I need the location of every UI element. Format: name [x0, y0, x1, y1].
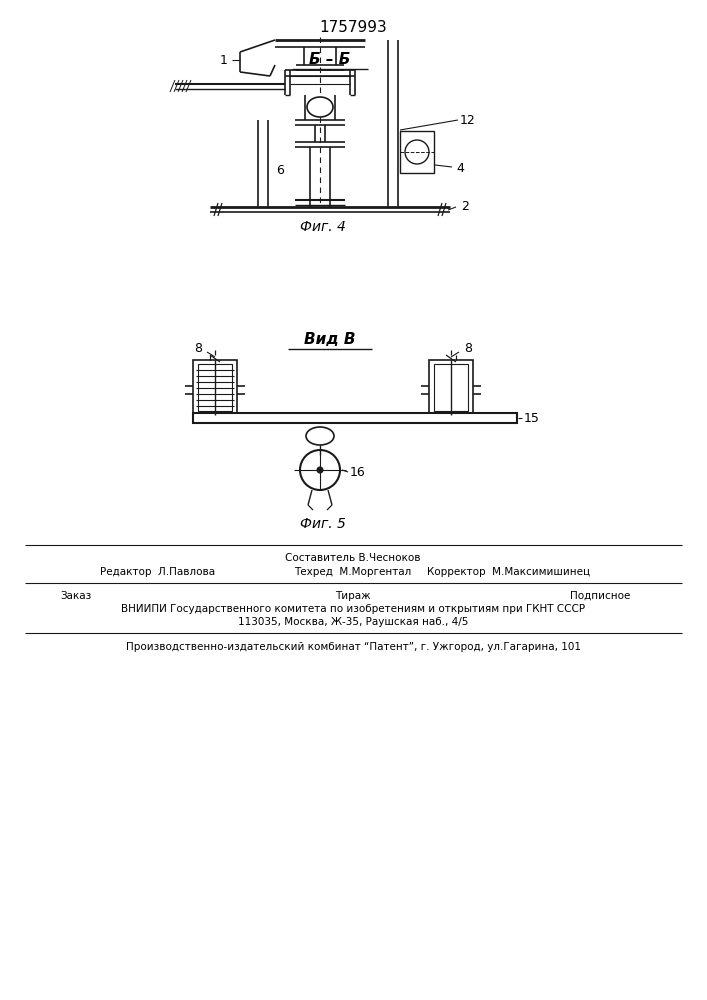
Circle shape — [317, 434, 322, 438]
Bar — [400, 131, 434, 173]
Bar — [193, 413, 517, 423]
Ellipse shape — [306, 427, 334, 445]
Text: Вид В: Вид В — [304, 332, 356, 348]
Text: 4: 4 — [456, 161, 464, 174]
Text: 1: 1 — [220, 53, 228, 66]
Ellipse shape — [307, 97, 333, 117]
Text: 1757993: 1757993 — [319, 20, 387, 35]
Text: 8: 8 — [194, 342, 202, 355]
Text: Тираж: Тираж — [335, 591, 370, 601]
Text: Редактор  Л.Павлова: Редактор Л.Павлова — [100, 567, 215, 577]
Bar — [434, 364, 468, 411]
Text: 8: 8 — [464, 342, 472, 355]
Text: Производственно-издательский комбинат “Патент”, г. Ужгород, ул.Гагарина, 101: Производственно-издательский комбинат “П… — [126, 642, 580, 652]
Text: Фиг. 4: Фиг. 4 — [300, 220, 346, 234]
Bar — [429, 360, 473, 415]
Text: Корректор  М.Максимишинец: Корректор М.Максимишинец — [427, 567, 590, 577]
Text: 6: 6 — [276, 163, 284, 176]
Circle shape — [317, 467, 323, 473]
Text: Б – Б: Б – Б — [310, 52, 351, 68]
Text: Фиг. 5: Фиг. 5 — [300, 517, 346, 531]
Bar — [198, 364, 232, 411]
Text: 113035, Москва, Ж-35, Раушская наб., 4/5: 113035, Москва, Ж-35, Раушская наб., 4/5 — [238, 617, 468, 627]
Text: Подписное: Подписное — [570, 591, 631, 601]
Text: 16: 16 — [350, 466, 366, 480]
Text: 12: 12 — [460, 113, 476, 126]
Text: ВНИИПИ Государственного комитета по изобретениям и открытиям при ГКНТ СССР: ВНИИПИ Государственного комитета по изоб… — [121, 604, 585, 614]
Text: Заказ: Заказ — [60, 591, 91, 601]
Text: 15: 15 — [524, 412, 540, 424]
Text: Техред  М.Моргентал: Техред М.Моргентал — [294, 567, 411, 577]
Text: Составитель В.Чесноков: Составитель В.Чесноков — [285, 553, 421, 563]
Bar — [193, 360, 237, 415]
Text: 2: 2 — [461, 200, 469, 214]
